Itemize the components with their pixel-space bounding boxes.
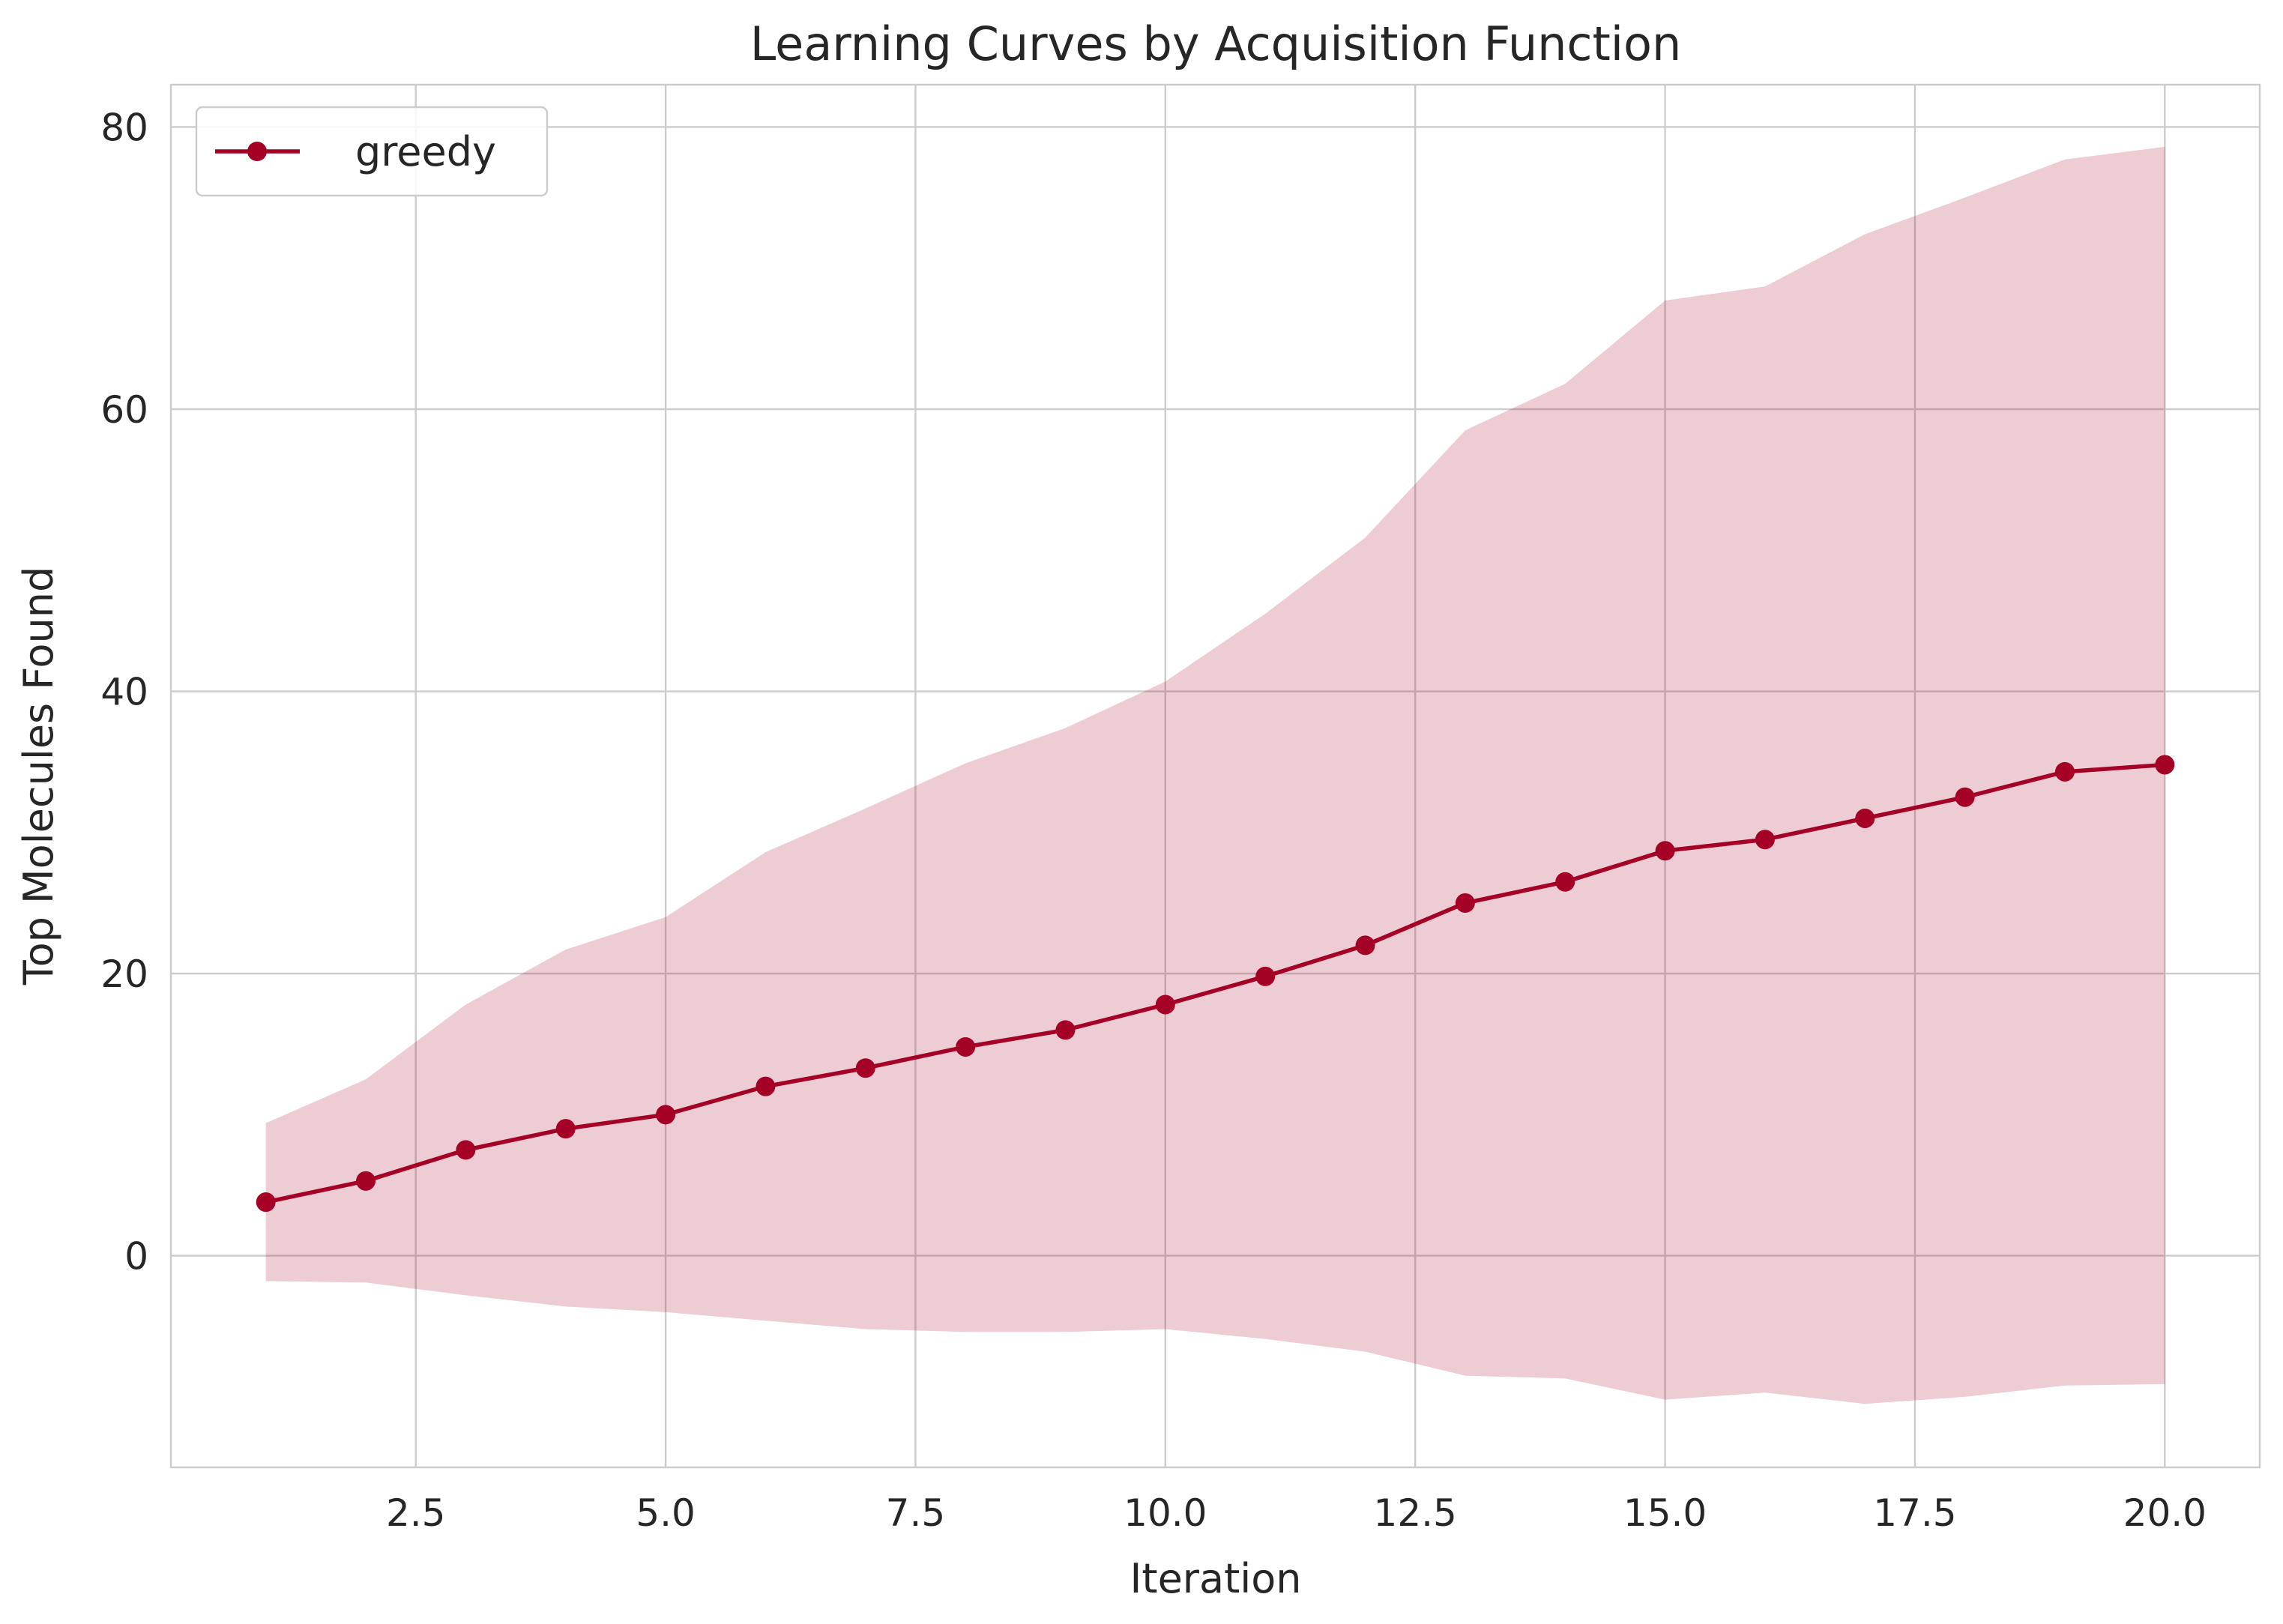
series-line bbox=[265, 762, 2165, 1204]
y-tick-label: 20 bbox=[100, 953, 148, 996]
y-tick-label: 80 bbox=[100, 106, 148, 149]
series-points-layer bbox=[256, 755, 2175, 1213]
data-point bbox=[1355, 935, 1375, 956]
chart-title: Learning Curves by Acquisition Function bbox=[750, 16, 1682, 71]
data-point bbox=[1555, 872, 1575, 892]
data-point bbox=[1855, 808, 1875, 828]
data-point bbox=[2054, 761, 2075, 782]
data-point bbox=[1255, 966, 1276, 986]
data-point bbox=[1655, 841, 1675, 861]
series-line-layer bbox=[265, 762, 2165, 1204]
data-point bbox=[456, 1140, 476, 1160]
data-point bbox=[555, 1119, 576, 1139]
data-point bbox=[2155, 755, 2175, 775]
plot-frame bbox=[169, 83, 2261, 1469]
y-tick-labels: 0 20 40 60 80 bbox=[100, 106, 148, 1278]
data-point bbox=[1155, 994, 1175, 1015]
x-tick-label: 17.5 bbox=[1873, 1491, 1956, 1535]
data-point bbox=[356, 1171, 376, 1191]
x-axis-label: Iteration bbox=[1130, 1555, 1301, 1602]
x-tick-label: 15.0 bbox=[1623, 1491, 1707, 1535]
data-point bbox=[1955, 787, 1975, 807]
plot-background bbox=[171, 85, 2260, 1467]
x-tick-label: 7.5 bbox=[886, 1491, 946, 1535]
x-tick-label: 20.0 bbox=[2123, 1491, 2207, 1535]
y-tick-label: 0 bbox=[124, 1235, 148, 1279]
data-point bbox=[1755, 830, 1775, 850]
grid bbox=[171, 85, 2260, 1467]
y-tick-label: 60 bbox=[100, 388, 148, 432]
x-tick-label: 12.5 bbox=[1374, 1491, 1457, 1535]
legend-label: greedy bbox=[355, 128, 496, 175]
data-point bbox=[656, 1105, 676, 1125]
legend: greedy bbox=[195, 106, 549, 197]
x-tick-labels: 2.5 5.0 7.5 10.0 12.5 15.0 17.5 20.0 bbox=[386, 1491, 2207, 1535]
x-tick-label: 5.0 bbox=[636, 1491, 696, 1535]
data-point bbox=[256, 1192, 276, 1213]
confidence-band bbox=[265, 146, 2165, 1404]
x-tick-label: 2.5 bbox=[386, 1491, 446, 1535]
confidence-band-layer bbox=[265, 146, 2165, 1404]
y-axis-label: Top Molecules Found bbox=[15, 567, 62, 985]
data-point bbox=[956, 1036, 976, 1057]
x-tick-label: 10.0 bbox=[1124, 1491, 1207, 1535]
data-point bbox=[1455, 893, 1475, 913]
legend-box bbox=[195, 106, 549, 197]
data-point bbox=[855, 1058, 875, 1078]
data-point bbox=[756, 1076, 776, 1096]
data-point bbox=[1055, 1020, 1076, 1040]
y-tick-label: 40 bbox=[100, 671, 148, 714]
legend-point-marker bbox=[247, 142, 267, 161]
